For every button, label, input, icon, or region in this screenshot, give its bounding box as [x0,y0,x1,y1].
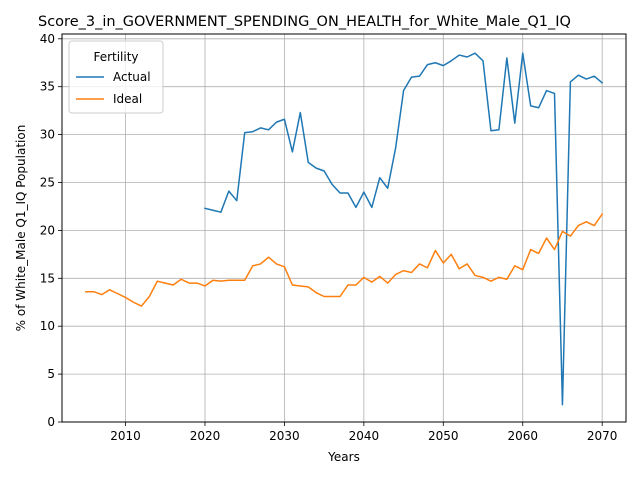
y-tick-label: 0 [47,415,55,429]
y-tick-label: 20 [40,223,55,237]
y-tick-label: 35 [40,80,55,94]
y-tick-label: 10 [40,319,55,333]
series-line-ideal [85,213,604,307]
y-tick-label: 40 [40,32,55,46]
x-tick-label: 2070 [587,429,618,443]
y-tick-label: 25 [40,175,55,189]
x-axis-label: Years [327,450,360,464]
x-tick-label: 2020 [190,429,221,443]
y-tick-label: 30 [40,128,55,142]
x-tick-label: 2010 [110,429,141,443]
plot-frame [61,33,627,423]
legend-box [68,40,164,114]
legend: Fertility Actual Ideal [68,40,164,114]
series-line-actual [204,52,604,406]
y-axis-label: % of White_Male Q1_IQ Population [14,125,28,332]
y-tick-label: 5 [47,367,55,381]
legend-label-ideal: Ideal [113,92,142,106]
x-tick-label: 2030 [269,429,300,443]
x-tick-label: 2060 [507,429,538,443]
legend-title: Fertility [93,50,138,64]
legend-label-actual: Actual [113,70,151,84]
chart-title: Score_3_in_GOVERNMENT_SPENDING_ON_HEALTH… [38,14,571,30]
x-tick-label: 2050 [428,429,459,443]
x-tick-label: 2040 [349,429,380,443]
y-tick-label: 15 [40,271,55,285]
